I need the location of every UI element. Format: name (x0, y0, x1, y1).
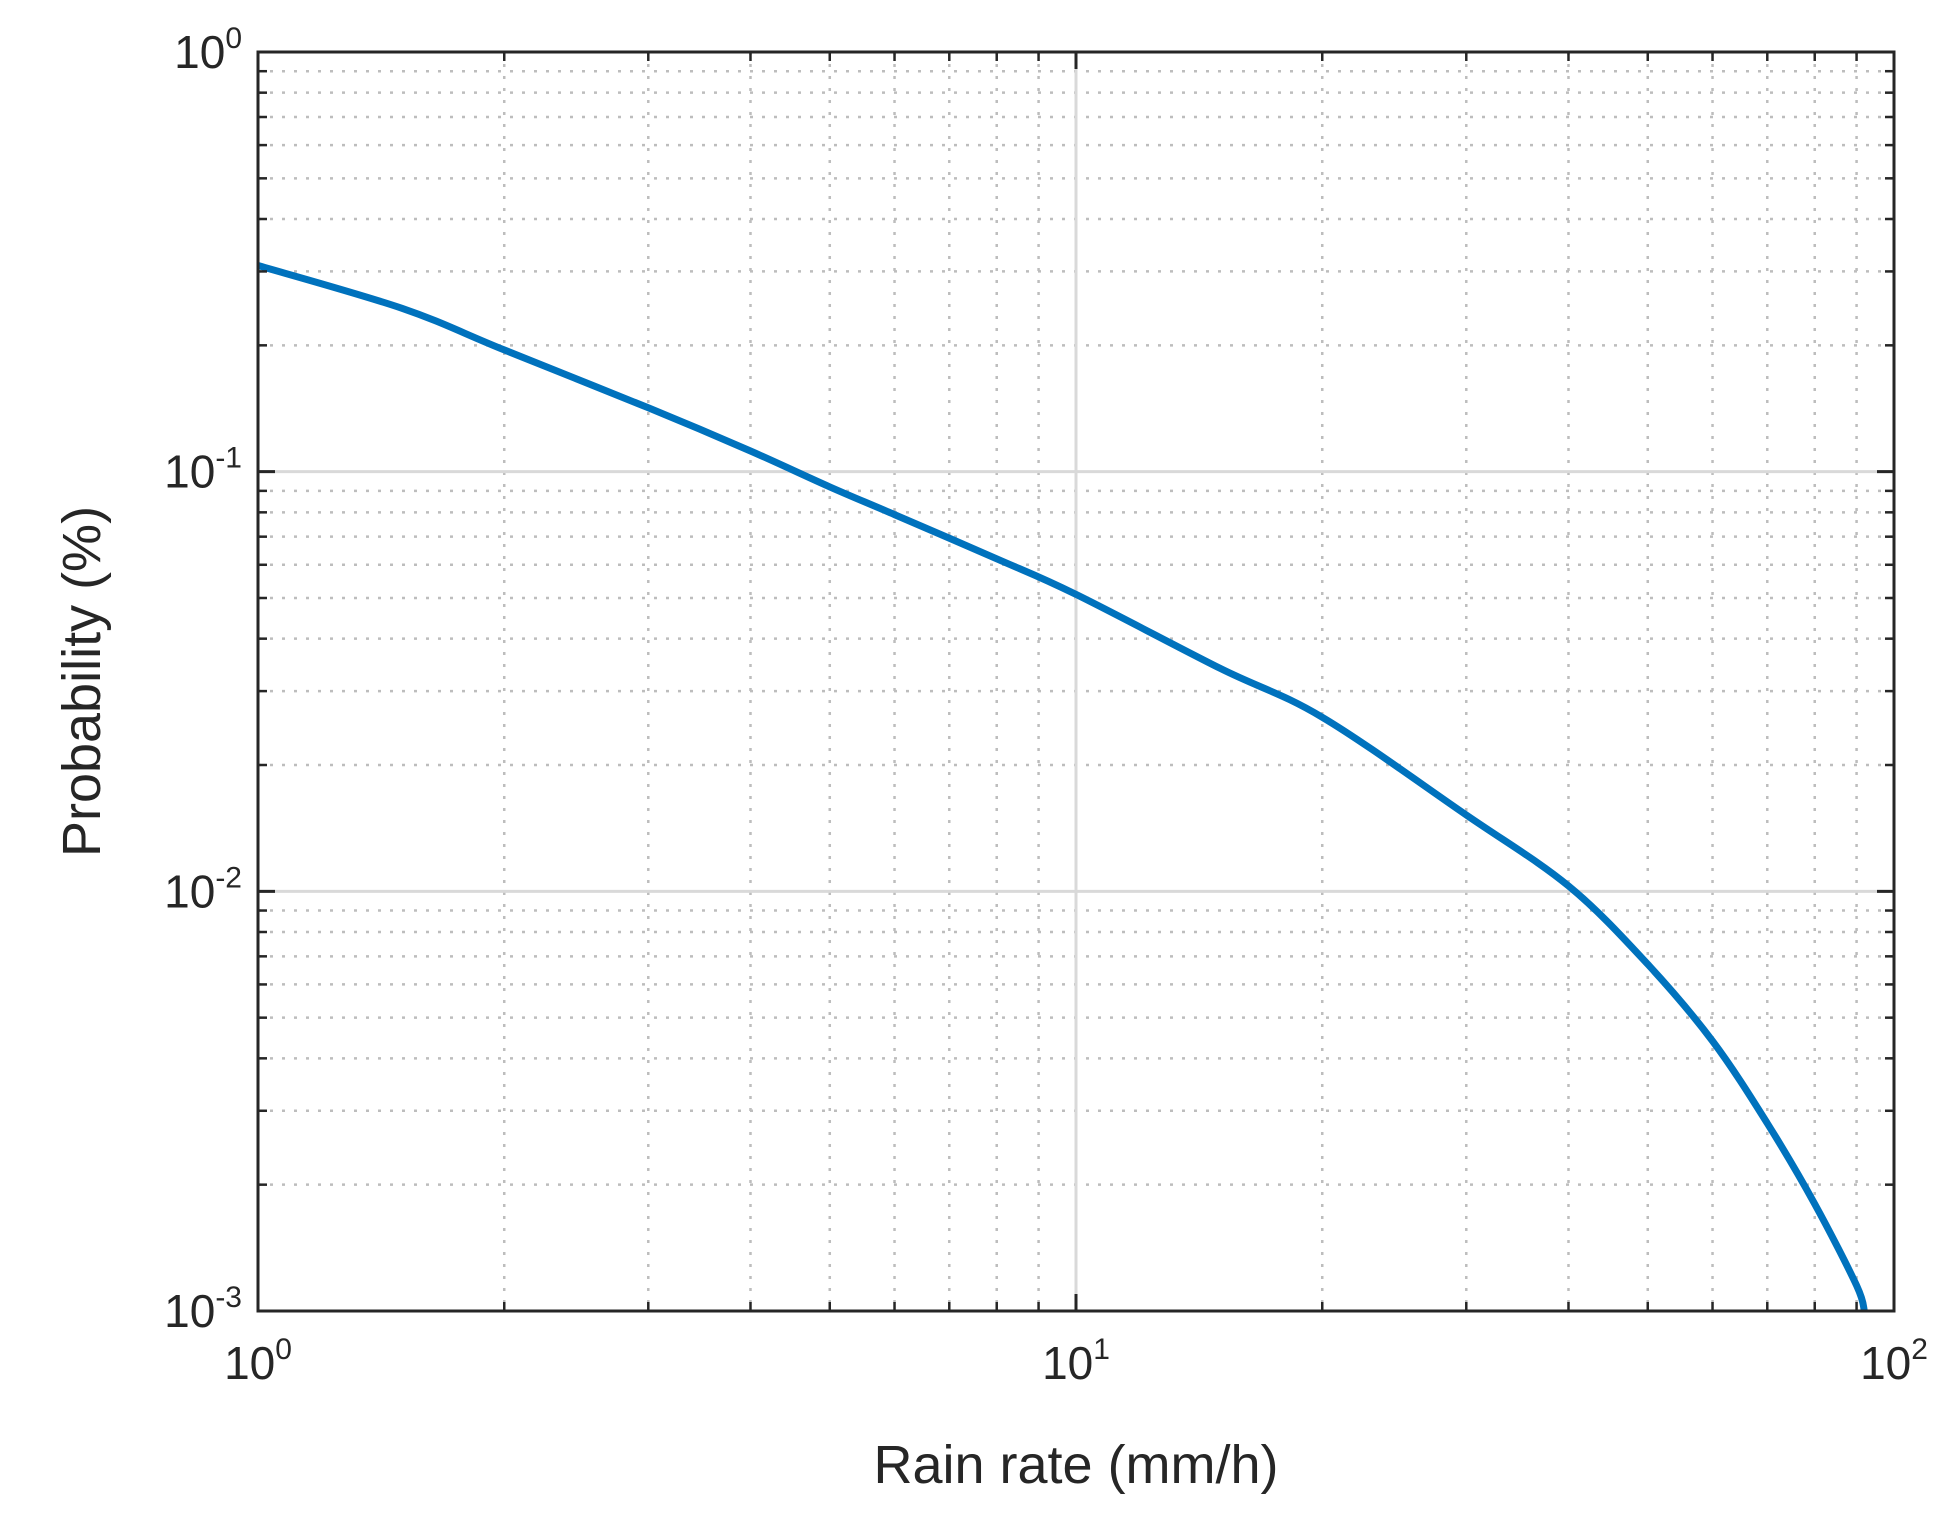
y-tick-label-exp: 0 (225, 22, 242, 55)
y-tick-label: 10-1 (164, 442, 242, 498)
y-tick-label-exp: -1 (215, 442, 242, 475)
y-tick-label-base: 10 (164, 1285, 215, 1337)
x-tick-label: 102 (1860, 1333, 1928, 1389)
x-tick-label-exp: 2 (1911, 1333, 1928, 1366)
y-axis-label: Probability (%) (52, 506, 112, 857)
y-tick-label-exp: -3 (215, 1281, 242, 1314)
x-tick-label-base: 10 (224, 1337, 275, 1389)
y-tick-label: 10-2 (164, 861, 242, 917)
series-line (257, 262, 1868, 1313)
y-tick-label: 10-3 (164, 1281, 242, 1337)
y-tick-label-base: 10 (164, 865, 215, 917)
series-layer (257, 262, 1868, 1313)
x-tick-label: 100 (224, 1333, 292, 1389)
ticks (256, 50, 1896, 1313)
x-tick-label-exp: 0 (275, 1333, 292, 1366)
grid (258, 52, 1894, 1311)
x-tick-label-exp: 1 (1093, 1333, 1110, 1366)
y-tick-label-exp: -2 (215, 861, 242, 894)
x-axis-label: Rain rate (mm/h) (873, 1435, 1278, 1495)
y-tick-label-base: 10 (164, 446, 215, 498)
y-tick-label: 100 (174, 22, 242, 78)
x-tick-label: 101 (1042, 1333, 1110, 1389)
x-tick-label-base: 10 (1860, 1337, 1911, 1389)
x-tick-label-base: 10 (1042, 1337, 1093, 1389)
y-tick-label-base: 10 (174, 26, 225, 78)
